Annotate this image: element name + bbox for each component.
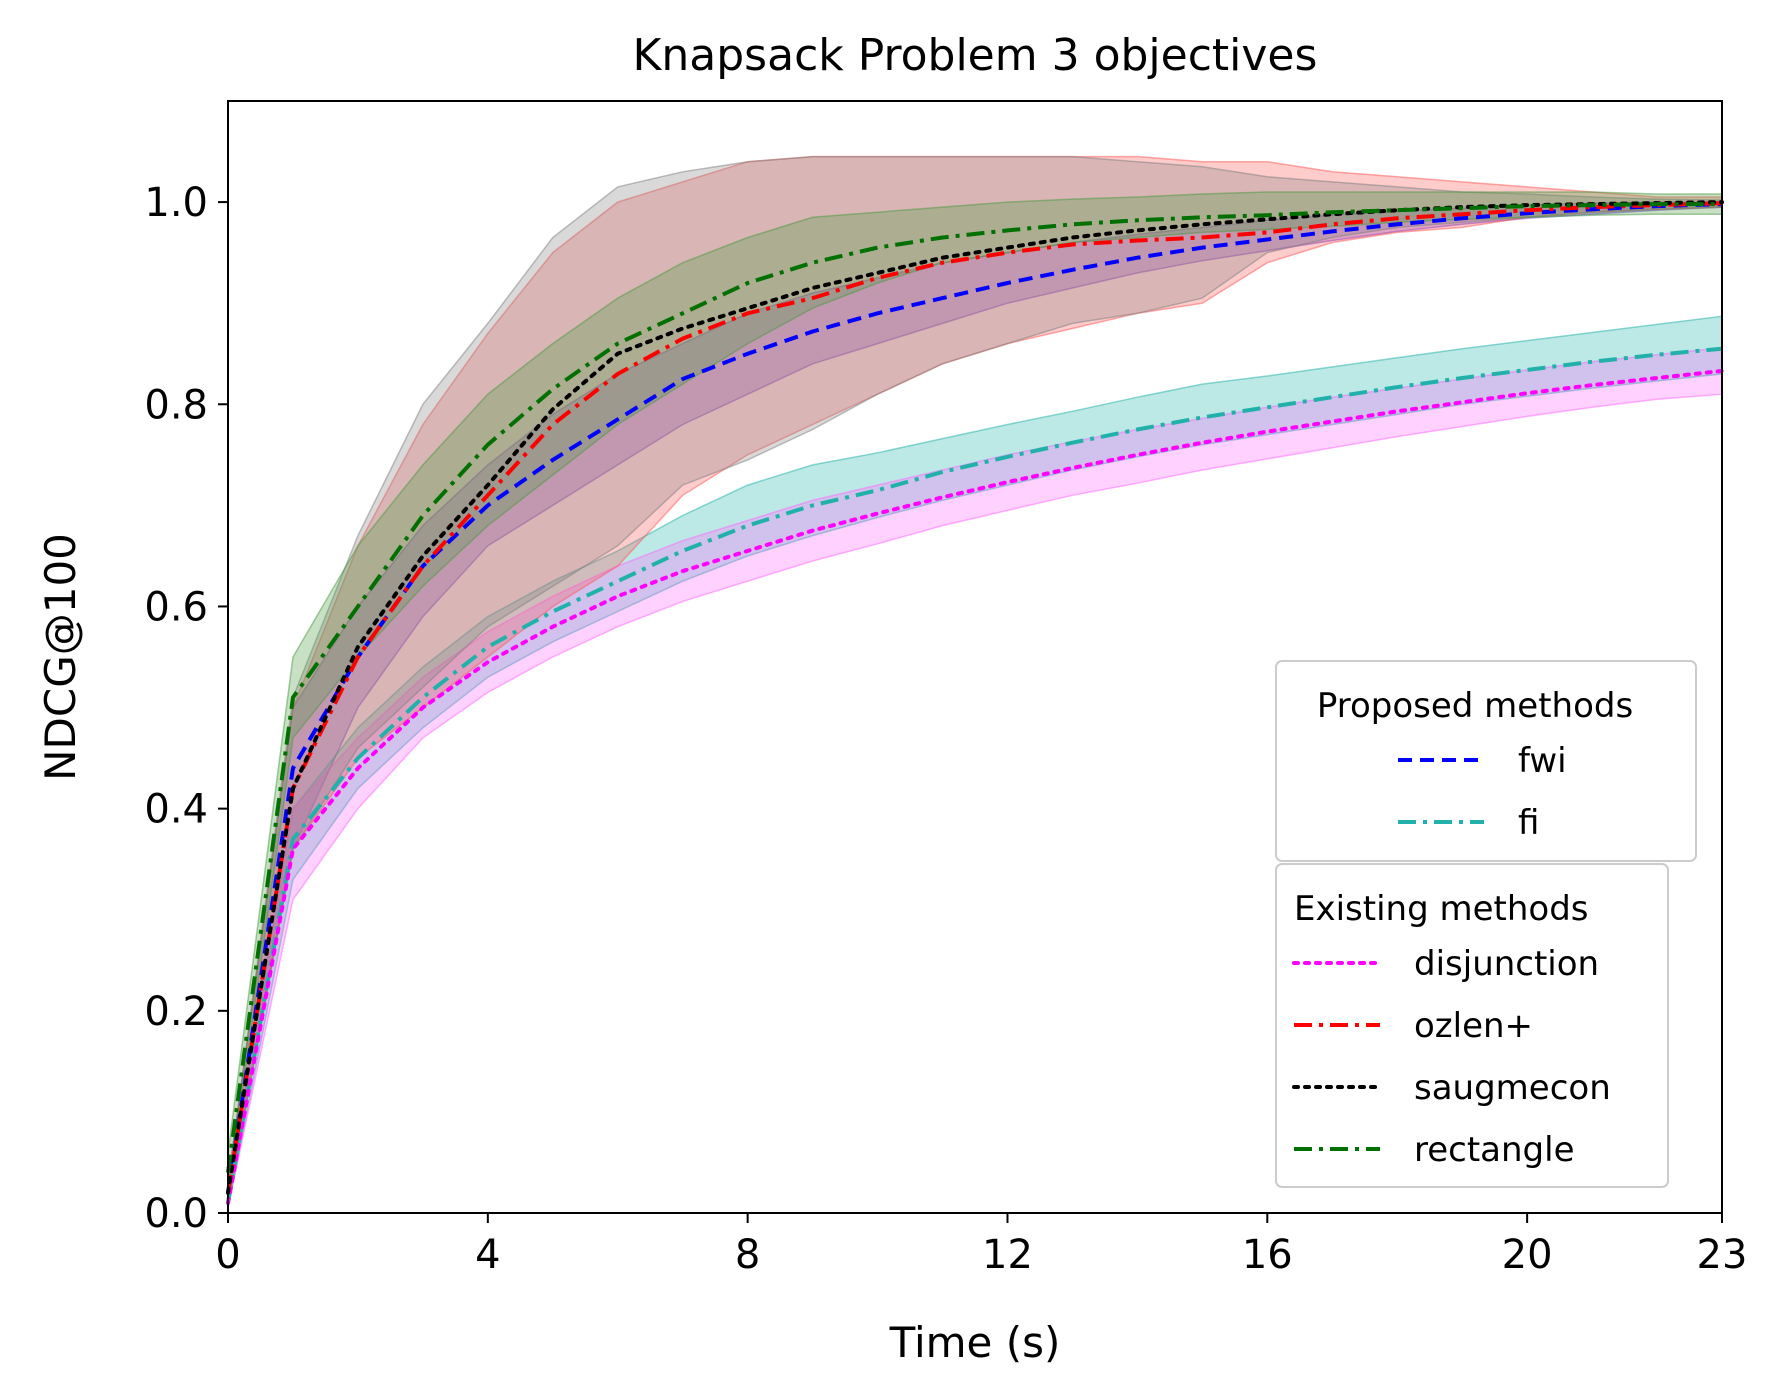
legend-title: Existing methods	[1294, 889, 1589, 929]
legend: Proposed methods fwi fi Existing methods dis…	[1275, 660, 1697, 1188]
series-line-ozlenplus	[226, 201, 1723, 1194]
x-axis: 0 4 8 12 16 20 23	[215, 1213, 1747, 1278]
legend-label: ozlen+	[1414, 1006, 1533, 1046]
legend-group-existing: Existing methods disjunction ozlen+ saugmec…	[1275, 863, 1669, 1188]
plot-area-frame	[227, 100, 1723, 1214]
legend-label: saugmecon	[1414, 1068, 1611, 1108]
x-axis-title: Time (s)	[889, 1318, 1061, 1367]
legend-box	[1275, 863, 1669, 1188]
legend-label: rectangle	[1414, 1130, 1575, 1170]
series-lines	[226, 200, 1724, 1205]
chart-title: Knapsack Problem 3 objectives	[633, 30, 1318, 81]
x-tick-label: 0	[215, 1232, 240, 1278]
legend-title: Proposed methods	[1317, 686, 1633, 726]
y-tick-label: 0.0	[144, 1191, 208, 1237]
x-tick-label: 4	[475, 1232, 500, 1278]
x-tick-label: 20	[1502, 1232, 1553, 1278]
legend-label: fi	[1518, 803, 1539, 843]
legend-label: fwi	[1518, 741, 1567, 781]
series-line-disjunction	[226, 368, 1724, 1205]
legend-box	[1275, 660, 1697, 862]
x-tick-label: 16	[1242, 1232, 1293, 1278]
series-line-fi	[226, 346, 1723, 1204]
y-tick-label: 1.0	[144, 180, 208, 226]
y-axis: 0.0 0.2 0.4 0.6 0.8 1.0	[144, 180, 228, 1237]
y-tick-label: 0.4	[144, 787, 208, 833]
y-tick-label: 0.6	[144, 584, 208, 630]
y-tick-label: 0.2	[144, 989, 208, 1035]
y-tick-label: 0.8	[144, 382, 208, 428]
x-tick-label: 8	[735, 1232, 760, 1278]
legend-group-proposed: Proposed methods fwi fi	[1275, 660, 1697, 862]
x-tick-label: 23	[1697, 1232, 1748, 1278]
x-tick-label: 12	[982, 1232, 1033, 1278]
legend-label: disjunction	[1414, 944, 1599, 984]
series-line-rectangle	[226, 202, 1722, 1173]
y-axis-title: NDCG@100	[36, 533, 85, 781]
